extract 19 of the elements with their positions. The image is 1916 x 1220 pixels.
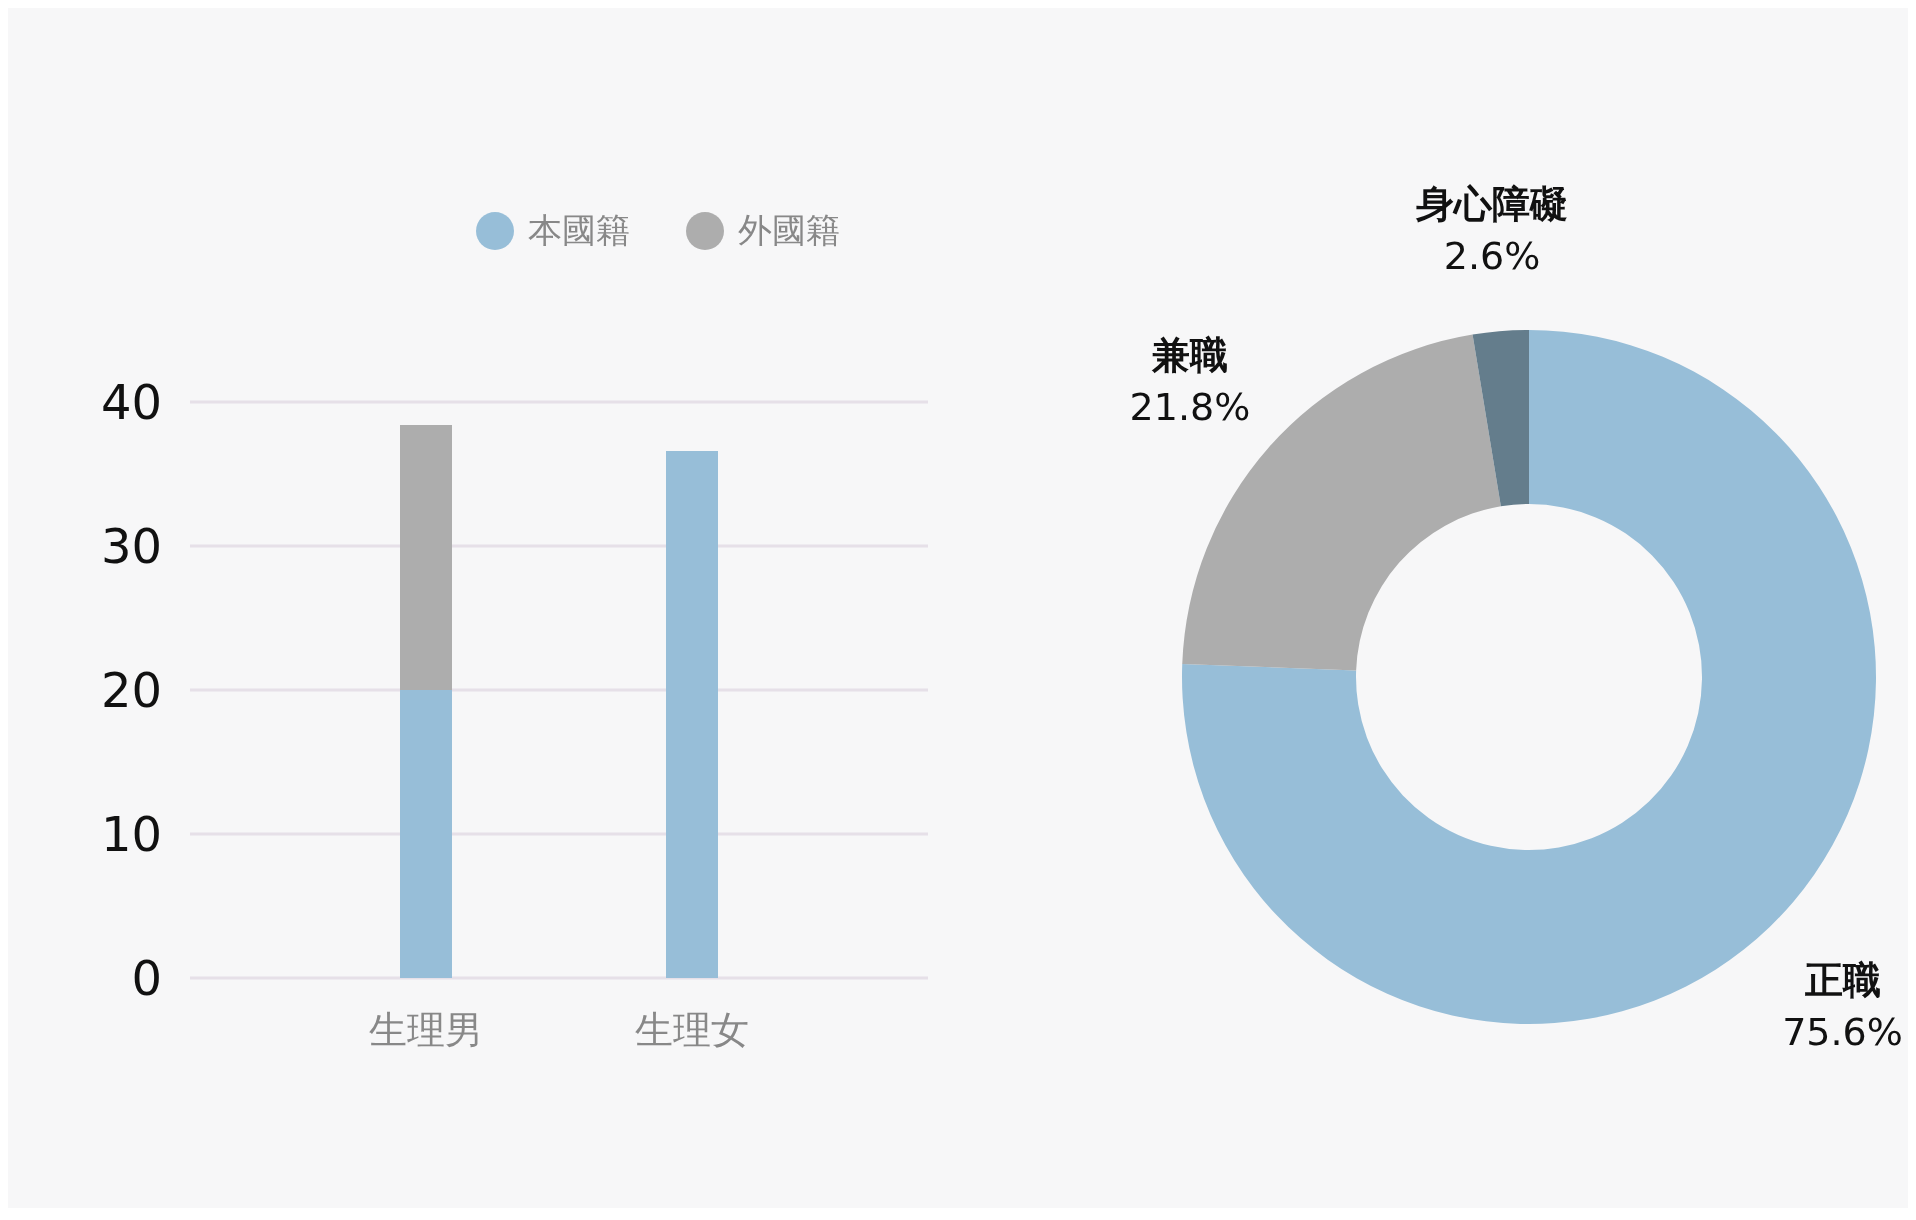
y-tick-label: 40 <box>100 374 162 431</box>
slice-label: 兼職 <box>1150 333 1228 378</box>
y-tick-label: 30 <box>100 518 162 575</box>
donut-slice <box>1472 330 1529 507</box>
x-tick-label: 生理男 <box>369 1007 483 1052</box>
y-tick-label: 10 <box>100 806 162 863</box>
bar <box>400 690 452 978</box>
data-label: 75.6% <box>1782 1009 1903 1054</box>
slice-label: 正職 <box>1804 957 1881 1002</box>
bar <box>666 450 718 978</box>
y-tick-label: 20 <box>100 662 162 719</box>
y-tick-label: 0 <box>131 950 162 1007</box>
x-tick-label: 生理女 <box>635 1007 749 1052</box>
slice-label: 身心障礙 <box>1415 181 1569 226</box>
data-label: 2.6% <box>1443 233 1541 278</box>
legend-label: 外國籍 <box>738 209 840 252</box>
legend-label: 本國籍 <box>528 209 630 252</box>
bar <box>400 425 452 690</box>
data-label: 21.8% <box>1129 385 1251 430</box>
